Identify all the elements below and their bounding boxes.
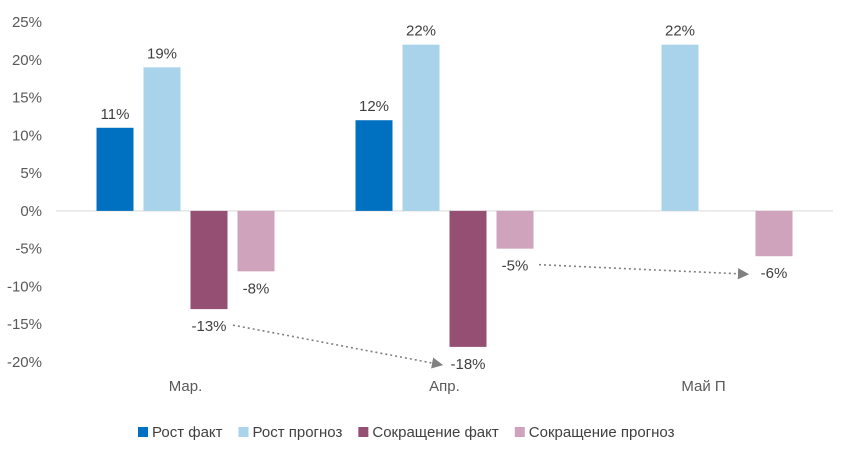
- bar: [96, 127, 134, 211]
- y-tick-label: -10%: [7, 278, 42, 295]
- x-category-label: Май П: [681, 378, 725, 395]
- legend-swatch: [138, 427, 148, 437]
- y-tick-label: 10%: [12, 127, 42, 144]
- data-label: 12%: [359, 98, 389, 115]
- data-label: -18%: [450, 356, 485, 373]
- bar: [355, 120, 393, 211]
- data-label: 11%: [101, 106, 130, 123]
- legend: Рост факт Рост прогноз Сокращение факт Сокр…: [138, 424, 675, 441]
- y-tick-label: 5%: [20, 165, 42, 182]
- legend-item: Сокращение факт: [358, 424, 499, 441]
- legend-item: Рост факт: [138, 424, 223, 441]
- bar: [496, 210, 534, 249]
- bar: [755, 210, 793, 257]
- bar: [449, 210, 487, 347]
- legend-label: Сокращение факт: [372, 424, 499, 441]
- bars-group: [96, 44, 793, 347]
- dotted-trend-arrow: [232, 324, 444, 369]
- trend-arrows: [232, 263, 750, 369]
- data-label: -13%: [191, 318, 226, 335]
- bar: [661, 44, 699, 211]
- y-tick-label: 25%: [12, 14, 42, 31]
- data-label: -5%: [502, 258, 529, 275]
- data-labels-group: 11% 12% 19% 22% 22% -13% -18% -8% -5% -6%: [101, 23, 788, 373]
- bar: [190, 210, 228, 310]
- data-label: 19%: [147, 45, 177, 62]
- bar: [237, 210, 275, 272]
- legend-label: Рост прогноз: [253, 424, 343, 441]
- y-tick-label: 20%: [12, 52, 42, 69]
- dotted-trend-arrow: [538, 263, 750, 280]
- legend-swatch: [238, 427, 249, 437]
- bar: [402, 44, 440, 211]
- legend-swatch: [514, 427, 525, 437]
- x-category-label: Мар.: [169, 378, 203, 395]
- x-category-label: Апр.: [429, 378, 460, 395]
- y-tick-label: -20%: [7, 354, 42, 371]
- y-tick-label: 0%: [20, 203, 42, 220]
- data-label: -8%: [243, 280, 270, 297]
- legend-swatch: [358, 427, 369, 437]
- data-label: -6%: [761, 265, 788, 282]
- y-axis-tick-labels: 25% 20% 15% 10% 5% 0% -5% -10% -15% -20%: [7, 14, 42, 371]
- legend-item: Рост прогноз: [238, 424, 343, 441]
- y-tick-label: -5%: [15, 241, 42, 258]
- legend-item: Сокращение прогноз: [514, 424, 675, 441]
- bar: [143, 67, 181, 211]
- data-label: 22%: [665, 23, 695, 40]
- data-label: 22%: [406, 23, 436, 40]
- legend-label: Сокращение прогноз: [529, 424, 675, 441]
- category-labels: Мар. Апр. Май П: [169, 378, 726, 395]
- y-tick-label: -15%: [7, 316, 42, 333]
- y-tick-label: 15%: [12, 90, 42, 107]
- legend-label: Рост факт: [152, 424, 223, 441]
